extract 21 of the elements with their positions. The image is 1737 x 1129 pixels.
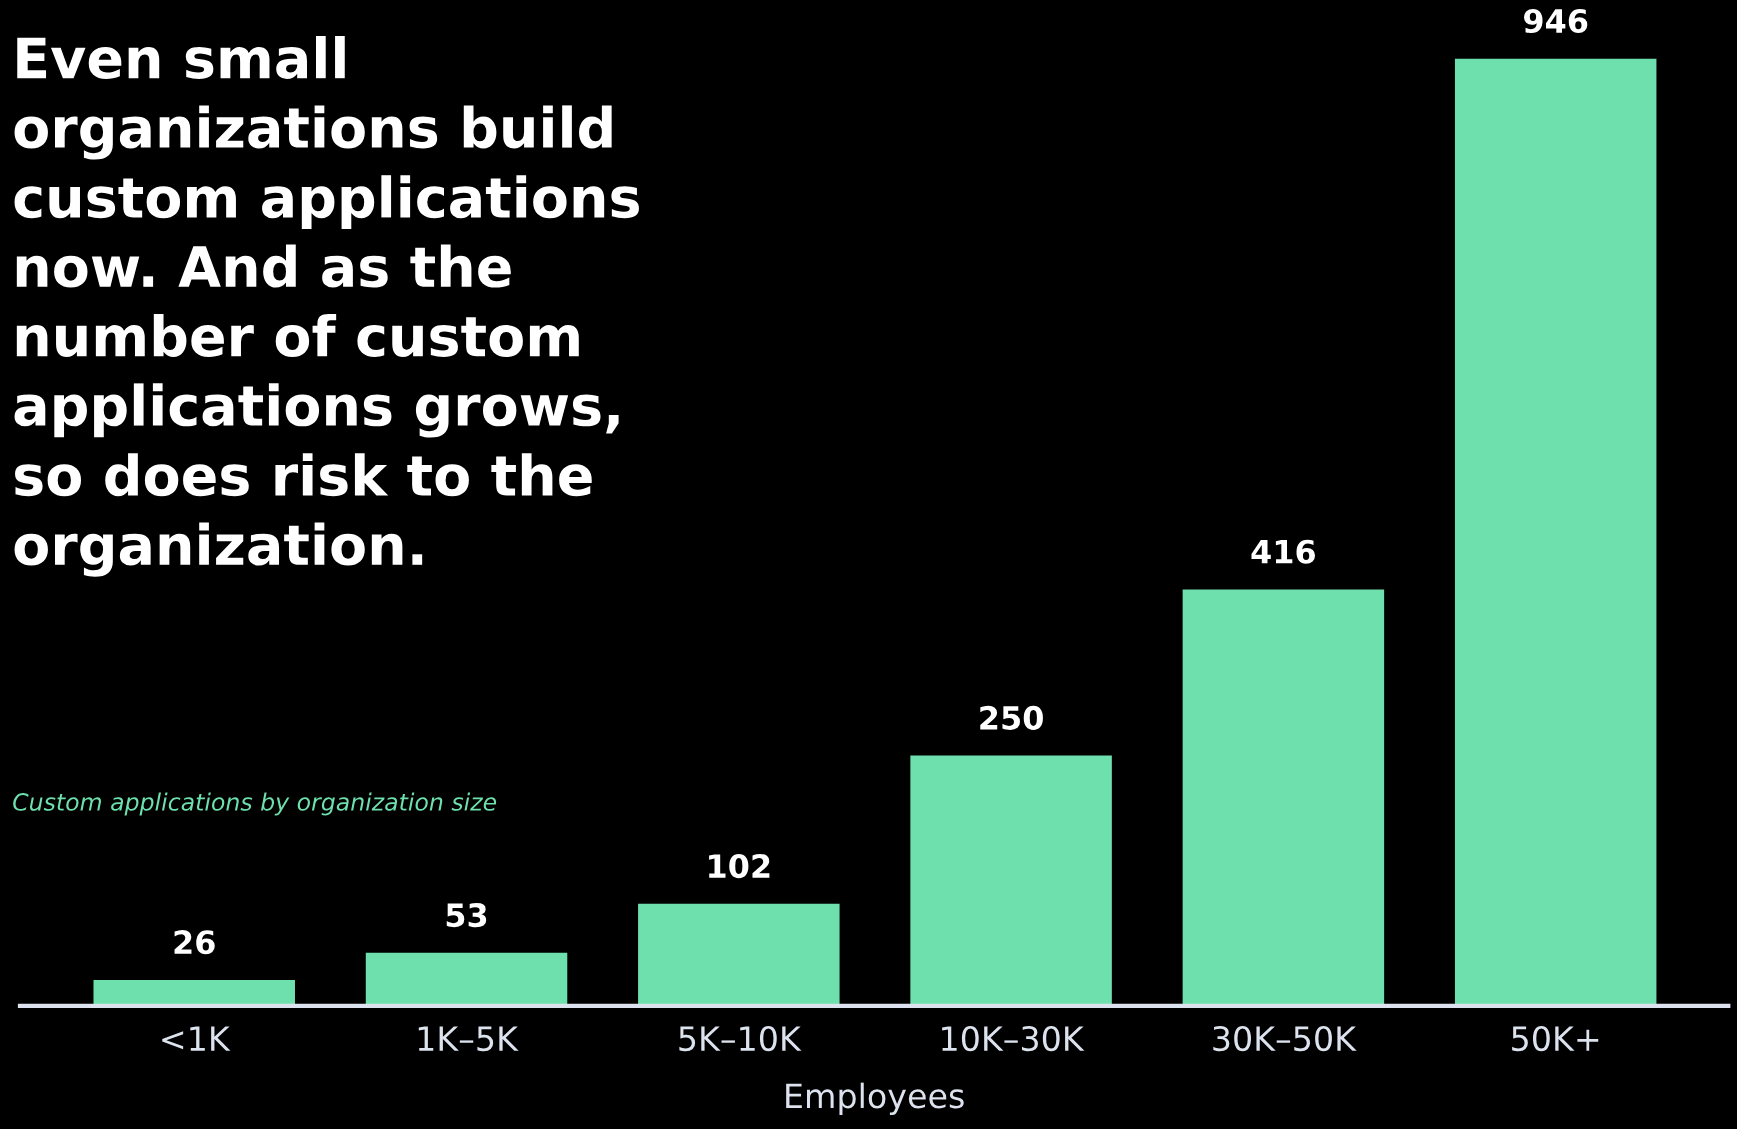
x-tick-label: 10K–30K [942,1025,1085,1052]
text: Custom applications by organization size [13,792,497,816]
bar [365,952,568,1006]
data-label: 102 [709,854,770,879]
x-tick-label: <1K [162,1026,231,1051]
x-tick-label: 30K–50K [1213,1025,1357,1052]
bar [93,979,295,1006]
x-tick-label: 1K–5K [418,1026,519,1052]
x-tick-label: 50K+ [1512,1025,1599,1052]
data-label: 250 [980,705,1043,730]
text: Even small organizations build custom applications now. And as the number of custom applications grows, so does risk to the organization. [14,36,639,577]
data-label: 26 [174,930,215,955]
data-label: 53 [446,903,487,928]
data-label: 416 [1251,539,1316,564]
bar [910,755,1112,1006]
bar [638,903,840,1006]
data-label: 946 [1524,8,1588,34]
bar [1182,589,1385,1006]
x-tick-label: 5K–10K [679,1025,802,1052]
x-axis-title: Employees [786,1082,964,1115]
bar [1454,58,1657,1006]
